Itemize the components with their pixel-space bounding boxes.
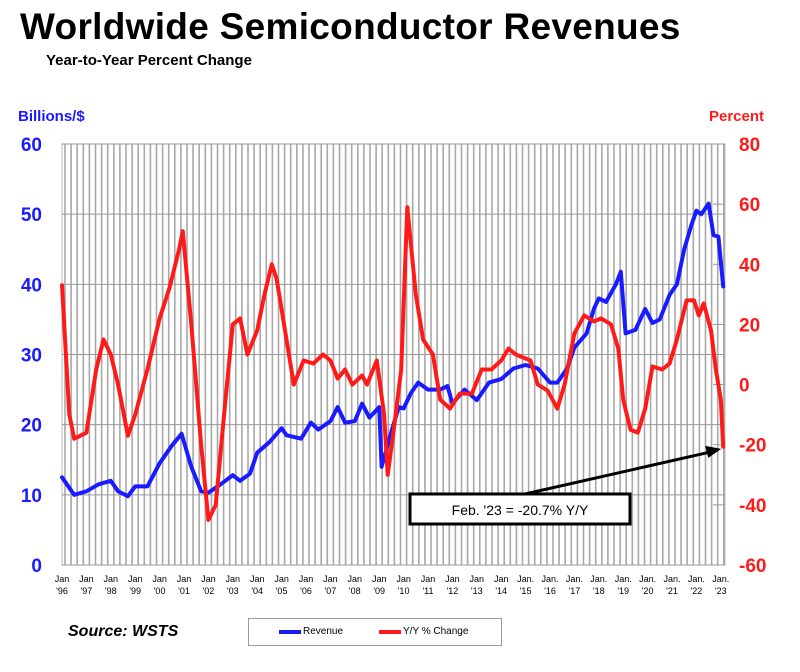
legend-label: Revenue: [303, 626, 344, 637]
x-tick-label-year: '01: [178, 586, 190, 596]
x-tick-label-year: '96: [56, 586, 68, 596]
x-tick-label-year: '06: [300, 586, 312, 596]
x-tick-label-month: Jan: [494, 574, 509, 584]
x-tick-label-month: Jan.: [541, 574, 558, 584]
legend-item-revenue: Revenue: [279, 626, 343, 637]
x-tick-label-year: '14: [495, 586, 507, 596]
x-tick-label-year: '12: [447, 586, 459, 596]
x-tick-label-year: '09: [373, 586, 385, 596]
x-tick-label-year: '02: [203, 586, 215, 596]
x-tick-label-month: Jan.: [712, 574, 729, 584]
x-tick-label-month: Jan: [445, 574, 460, 584]
x-tick-label-year: '16: [544, 586, 556, 596]
legend-item-yoy: Y/Y % Change: [379, 626, 468, 637]
left-tick-label: 40: [21, 275, 42, 296]
x-tick-label-month: Jan: [250, 574, 265, 584]
x-tick-label-year: '98: [105, 586, 117, 596]
series-line-revenue: [60, 201, 726, 499]
x-tick-label-year: '20: [642, 586, 654, 596]
left-tick-label: 10: [21, 486, 42, 507]
x-tick-label-year: '15: [520, 586, 532, 596]
x-tick-label-year: '13: [471, 586, 483, 596]
x-tick-label-month: Jan: [299, 574, 314, 584]
x-tick-label-month: Jan.: [639, 574, 656, 584]
x-tick-label-year: '11: [422, 586, 433, 596]
x-tick-label-year: '05: [276, 586, 288, 596]
x-tick-label-month: Jan.: [566, 574, 583, 584]
chart-title: Worldwide Semiconductor Revenues: [20, 6, 681, 47]
left-tick-label: 60: [21, 135, 42, 156]
x-tick-label-month: Jan: [128, 574, 143, 584]
x-tick-label-month: Jan: [104, 574, 119, 584]
x-tick-label-year: '23: [715, 586, 727, 596]
x-tick-label-year: '04: [251, 586, 263, 596]
x-tick-label-month: Jan: [372, 574, 387, 584]
arrowhead-icon: [705, 445, 722, 458]
legend: Revenue Y/Y % Change: [248, 618, 502, 646]
x-tick-label-month: Jan: [152, 574, 167, 584]
x-tick-label-year: '97: [81, 586, 93, 596]
x-tick-label-month: Jan: [396, 574, 411, 584]
x-tick-label-year: '07: [325, 586, 337, 596]
left-tick-label: 0: [31, 556, 42, 577]
right-tick-label: 20: [739, 315, 760, 336]
left-tick-label: 30: [21, 346, 42, 367]
x-tick-label-year: '19: [617, 586, 629, 596]
x-tick-label-year: '18: [593, 586, 605, 596]
x-tick-label-month: Jan.: [615, 574, 632, 584]
x-tick-label-month: Jan.: [590, 574, 607, 584]
source-note: Source: WSTS: [68, 623, 179, 640]
x-tick-label-year: '10: [398, 586, 410, 596]
right-tick-label: 60: [739, 195, 760, 216]
x-tick-label-month: Jan: [201, 574, 216, 584]
x-tick-label-month: Jan: [177, 574, 192, 584]
x-tick-label-year: '21: [666, 586, 678, 596]
x-tick-label-year: '00: [154, 586, 166, 596]
x-tick-label-month: Jan.: [663, 574, 680, 584]
x-tick-label-month: Jan: [79, 574, 94, 584]
right-tick-label: 40: [739, 255, 760, 276]
x-tick-label-month: Jan: [274, 574, 289, 584]
x-tick-label-month: Jan.: [517, 574, 534, 584]
x-tick-label-month: Jan: [226, 574, 241, 584]
left-tick-label: 20: [21, 416, 42, 437]
legend-label: Y/Y % Change: [403, 626, 469, 637]
legend-swatch: [279, 629, 301, 634]
annotation-arrow: [524, 450, 712, 496]
right-axis-label: Percent: [709, 108, 765, 125]
right-tick-label: -40: [739, 496, 766, 517]
left-axis-label: Billions/$: [18, 108, 85, 125]
x-tick-label-year: '17: [569, 586, 581, 596]
right-tick-label: -20: [739, 436, 766, 457]
right-tick-label: 0: [739, 376, 750, 397]
x-tick-label-month: Jan: [323, 574, 338, 584]
x-tick-label-month: Jan: [470, 574, 485, 584]
x-tick-label-year: '99: [129, 586, 141, 596]
series-line-yoy-change: [60, 205, 726, 522]
x-tick-label-month: Jan: [421, 574, 436, 584]
x-tick-label-month: Jan: [348, 574, 363, 584]
right-tick-label: -60: [739, 556, 766, 577]
chart-subtitle: Year-to-Year Percent Change: [46, 52, 252, 69]
annotation-box: [408, 492, 632, 526]
x-tick-label-year: '22: [691, 586, 703, 596]
left-tick-label: 50: [21, 205, 42, 226]
x-tick-label-month: Jan.: [688, 574, 705, 584]
x-tick-label-month: Jan: [55, 574, 70, 584]
x-tick-label-year: '03: [227, 586, 239, 596]
x-tick-label-year: '08: [349, 586, 361, 596]
annotation-text: Feb. '23 = -20.7% Y/Y: [452, 502, 589, 518]
right-tick-label: 80: [739, 135, 760, 156]
legend-swatch: [379, 629, 401, 634]
